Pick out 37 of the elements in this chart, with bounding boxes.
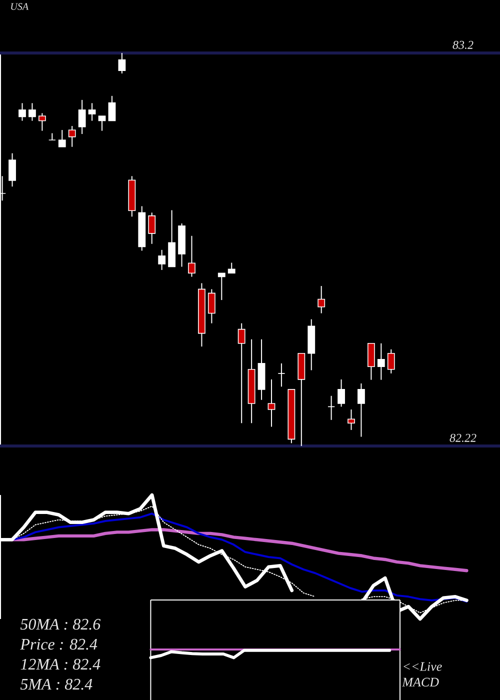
candlestick xyxy=(58,130,66,148)
ref-line-label: 83.2 xyxy=(452,40,474,50)
candlestick xyxy=(78,99,86,135)
candlestick xyxy=(28,102,36,122)
candlestick xyxy=(38,112,46,132)
text: 12MA : 82.4 xyxy=(20,658,100,670)
text: 5MA : 82.4 xyxy=(20,678,92,690)
candlestick xyxy=(148,212,156,244)
candlestick xyxy=(328,395,336,420)
candlestick xyxy=(188,235,196,278)
candlestick xyxy=(68,125,76,148)
candlestick xyxy=(108,95,116,122)
candlestick xyxy=(387,348,395,374)
candlestick xyxy=(18,102,26,122)
ref-line-label: 82.22 xyxy=(450,434,476,442)
candlestick xyxy=(158,249,166,270)
candlestick xyxy=(358,382,365,438)
annotation: 50MA : 82.6 xyxy=(20,618,101,630)
candlestick xyxy=(88,102,96,122)
candlestick xyxy=(377,342,385,380)
chart-title: USA xyxy=(11,3,29,10)
candlestick xyxy=(268,378,276,428)
candlestick xyxy=(228,262,236,274)
candlestick xyxy=(318,285,326,314)
candlestick xyxy=(48,132,56,141)
text: <<Live MACD xyxy=(402,662,442,687)
candlestick xyxy=(338,378,345,408)
candlestick xyxy=(118,52,126,74)
candlestick xyxy=(278,362,286,388)
candlestick xyxy=(238,322,246,424)
candlestick xyxy=(218,272,226,301)
candlestick xyxy=(348,409,355,430)
candlestick xyxy=(208,288,216,324)
text: Price : 82.4 xyxy=(20,638,98,650)
candlestick xyxy=(368,342,375,380)
candlestick xyxy=(98,115,106,132)
candlestick xyxy=(8,152,16,188)
